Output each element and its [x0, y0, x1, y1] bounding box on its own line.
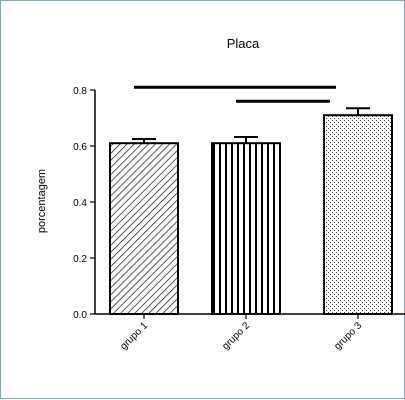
- x-axis: grupo 1 grupo 2 grupo 3: [95, 313, 405, 352]
- y-tick-label: 0.6: [73, 142, 87, 153]
- bar-1: [109, 142, 179, 315]
- y-tick-label: 0.0: [73, 310, 87, 321]
- significance-lines: [134, 85, 336, 103]
- x-tick-label: grupo 2: [220, 320, 252, 352]
- y-axis-label: porcentagem: [36, 169, 48, 233]
- y-tick-label: 0.4: [73, 198, 87, 209]
- x-tick-label: grupo 1: [118, 320, 150, 352]
- chart-title: Placa: [227, 36, 260, 51]
- y-tick-label: 0.2: [73, 254, 87, 265]
- bars: [109, 107, 393, 315]
- y-axis: 0.0 0.2 0.4 0.6 0.8: [73, 86, 96, 321]
- x-tick-label: grupo 3: [332, 320, 364, 352]
- y-tick-label: 0.8: [73, 86, 87, 97]
- bar-2: [211, 142, 281, 315]
- bar-3: [323, 114, 393, 315]
